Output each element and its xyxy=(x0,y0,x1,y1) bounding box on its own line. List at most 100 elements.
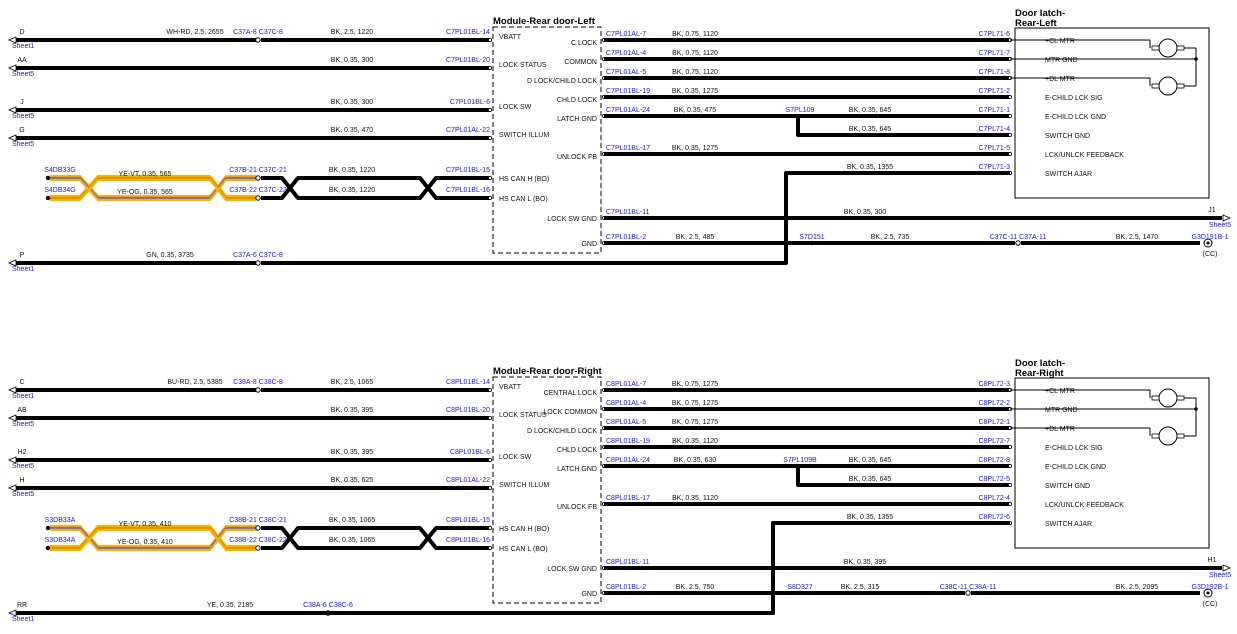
can-wire-spec: BK, 0.35, 1220 xyxy=(329,187,375,194)
pin-label: C7PL01BL-2 xyxy=(606,234,646,241)
ground-cc-label: (CC) xyxy=(1203,601,1218,608)
left-wire-vbatt: C Sheet1 BU-RD, 2.5, 5385 C38A-8 C38C-8 BK, … xyxy=(7,379,522,400)
sheet-ref: Sheet1 xyxy=(12,266,34,273)
pin-label: C7PL01AL-7 xyxy=(606,31,646,38)
pin-label: C8PL01BL-2 xyxy=(606,584,646,591)
can-black-wire xyxy=(261,176,490,200)
can-wire-strand xyxy=(50,174,256,198)
pin-dot-icon xyxy=(487,546,492,551)
can-wire-strand xyxy=(50,524,256,548)
pin-dot-icon xyxy=(1008,482,1013,487)
wire-spec: BK, 0.35, 625 xyxy=(331,477,374,484)
pin-dot-icon xyxy=(487,485,492,490)
can-black-wire xyxy=(261,526,490,550)
latch-function-label: +CL MTR xyxy=(1045,38,1075,45)
ground-label: G3D191B-1 xyxy=(1192,234,1229,241)
wire-spec: YE, 0.35, 2185 xyxy=(207,602,253,609)
latch-pin-label: C8PL72-4 xyxy=(978,495,1010,502)
pin-label: C7PL01AL-24 xyxy=(606,107,650,114)
sheet-arrow-icon xyxy=(1222,214,1232,222)
sheet-arrow-icon xyxy=(1222,564,1232,572)
latch-function-label: +CL MTR xyxy=(1045,388,1075,395)
latch-function-label: SWITCH GND xyxy=(1045,483,1090,490)
splice-dot-icon xyxy=(45,545,51,551)
bottom-supply-wire: P Sheet1 GN, 0.35, 3735 C37A-6 C37C-8 xyxy=(7,252,283,273)
pin-dot-icon xyxy=(1008,463,1013,468)
module-title: Module-Rear door-Right xyxy=(493,366,603,377)
pin-label: C8PL01BL-17 xyxy=(606,495,650,502)
motor-terminal-icon xyxy=(1151,45,1160,51)
pin-label: C8PL01BL-15 xyxy=(446,517,490,524)
module-function-label: CHLD LOCK xyxy=(557,97,597,104)
sheet-ref: Sheet5 xyxy=(12,71,34,78)
can-wire-strand xyxy=(50,528,256,552)
latch-pin-label: C8PL72-6 xyxy=(978,514,1010,521)
latch-box xyxy=(1014,377,1210,549)
can-connector-label: C37B-21 C37C-21 xyxy=(229,167,287,174)
section-rear-right: Module-Rear door-Right Door latch-Rear-Ri… xyxy=(7,358,1232,623)
module-function-label: UNLOCK FB xyxy=(557,154,597,161)
pin-label: C7PL01AL-22 xyxy=(446,127,490,134)
module-function-label: CHLD LOCK xyxy=(557,447,597,454)
wire-spec: GN, 0.35, 3735 xyxy=(146,252,194,259)
pin-label: C8PL01AL-24 xyxy=(606,457,650,464)
wire-spec: BK, 0.35, 630 xyxy=(674,457,717,464)
module-function-label: VBATT xyxy=(499,384,522,391)
pin-dot-icon xyxy=(1008,501,1013,506)
wire-spec: BK, 0.35, 470 xyxy=(331,127,374,134)
wire-spec: BK, 0.35, 1275 xyxy=(672,88,718,95)
can-splice-label: S3DB34A xyxy=(45,537,76,544)
inline-connector-icon xyxy=(1015,240,1021,246)
latch-wire-e-child-lck-gnd: LATCH GND C7PL01AL-24 BK, 0.35, 475 S7PL109… xyxy=(557,107,1106,137)
pin-label: C7PL01BL-6 xyxy=(450,99,490,106)
motor-icon xyxy=(1158,76,1178,96)
splice-dot-icon xyxy=(45,195,51,201)
left-wire-lock-status: AA Sheet5 BK, 0.35, 300 C7PL01BL-20 LOCK STA… xyxy=(7,57,547,78)
sheet-ref: Sheet5 xyxy=(1209,222,1231,229)
sheet-letter: J1 xyxy=(1208,207,1216,214)
sheet-ref: Sheet5 xyxy=(12,141,34,148)
module-function-label: LOCK SW xyxy=(499,104,532,111)
connector-label: C37C-11 C37A-11 xyxy=(990,234,1047,241)
module-function-label: D LOCK/CHILD LOCK xyxy=(527,428,597,435)
wire-spec: BK, 0.75, 1275 xyxy=(672,381,718,388)
pin-label: C7PL01BL-17 xyxy=(606,145,650,152)
latch-pin-label: C8PL72-5 xyxy=(978,476,1010,483)
splice-dot-icon xyxy=(45,525,51,531)
module-function-label: GND xyxy=(581,241,597,248)
pin-label: C7PL01BL-20 xyxy=(446,57,490,64)
motor-terminal-icon xyxy=(1151,83,1160,89)
sheet-letter: C xyxy=(19,379,24,386)
ground-wire: GND C8PL01BL-2 BK, 2.5, 750 S8D327 BK, 2.5, … xyxy=(581,584,1228,608)
wire-spec: BK, 0.35, 300 xyxy=(331,99,374,106)
latch-pin-label: C7PL71-8 xyxy=(978,69,1010,76)
wire-spec: BK, 0.35, 1120 xyxy=(672,438,718,445)
module-function-label: UNLOCK FB xyxy=(557,504,597,511)
inline-connector-icon xyxy=(255,545,261,551)
latch-pin-label: C8PL72-1 xyxy=(978,419,1010,426)
latch-function-label: +DL MTR xyxy=(1045,426,1075,433)
module-function-label: LOCK STATUS xyxy=(499,412,547,419)
wire-spec: BK, 2.5, 1220 xyxy=(331,29,374,36)
left-wire-lock-status: AB Sheet5 BK, 0.35, 395 C8PL01BL-20 LOCK STA… xyxy=(7,407,547,428)
latch-pin-label: C7PL71-1 xyxy=(978,107,1010,114)
sheet-ref: Sheet1 xyxy=(12,616,34,623)
pin-dot-icon xyxy=(1008,132,1013,137)
wire-spec: BK, 0.75, 1120 xyxy=(672,69,718,76)
ground-cc-label: (CC) xyxy=(1203,251,1218,258)
can-splice-label: S4DB33G xyxy=(44,167,76,174)
latch-pin-label: C7PL71-7 xyxy=(978,50,1010,57)
wire-spec: BK, 0.75, 1275 xyxy=(672,400,718,407)
module-function-label: D LOCK/CHILD LOCK xyxy=(527,78,597,85)
can-connector-label: C38B-22 C38C-22 xyxy=(229,537,287,544)
wire-spec: BU-RD, 2.5, 5385 xyxy=(167,379,222,386)
pin-label: C7PL01BL-16 xyxy=(446,187,490,194)
can-wire-spec: YE-VT, 0.35, 410 xyxy=(119,521,172,528)
branch-wire xyxy=(796,116,1010,137)
module-function-label: LOCK COMMON xyxy=(543,409,597,416)
latch-function-label: +DL MTR xyxy=(1045,76,1075,83)
latch-wire-e-child-lck-sig: CHLD LOCK C8PL01BL-19 BK, 0.35, 1120 C8PL72… xyxy=(557,438,1103,454)
latch-motors xyxy=(1010,38,1198,96)
pin-dot-icon xyxy=(1008,444,1013,449)
latch-title-1: Door latch- xyxy=(1015,8,1065,19)
